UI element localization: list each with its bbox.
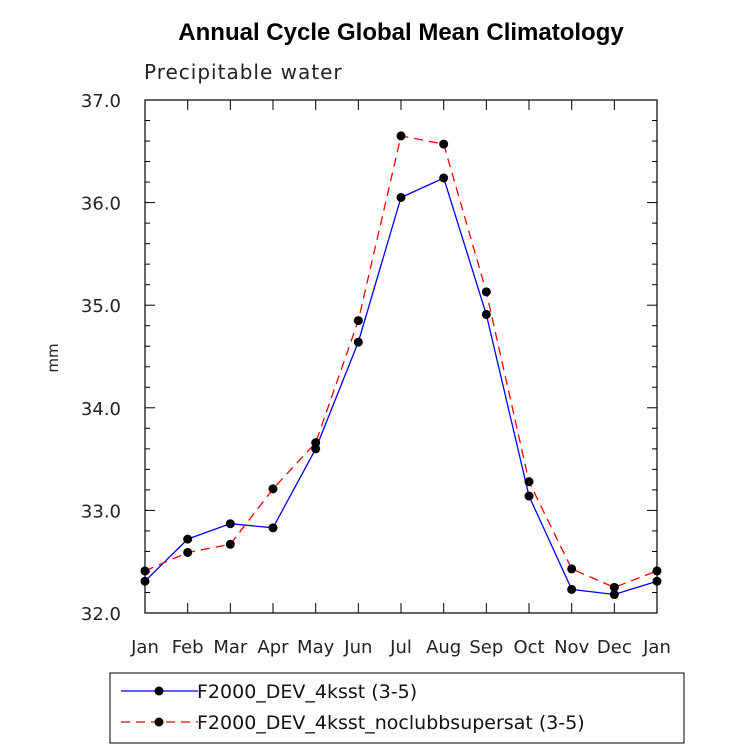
series-1-point — [524, 491, 534, 501]
y-tick-label: 33.0 — [81, 501, 121, 522]
series-2-point — [311, 438, 321, 448]
y-axis-ticks: 32.0 33.0 34.0 35.0 36.0 37.0 — [81, 91, 657, 625]
series-2-point — [225, 539, 235, 549]
x-tick-label: Jul — [389, 637, 412, 658]
x-tick-label: Mar — [213, 637, 248, 658]
series-1-point — [268, 523, 278, 533]
x-axis-ticks: Jan Feb Mar Apr May Jun Jul Aug Sep Oct Nov Dec Jan — [130, 100, 671, 658]
series-2-point — [652, 566, 662, 576]
series-2-point — [353, 316, 363, 326]
chart-subtitle: Precipitable water — [144, 60, 343, 84]
y-tick-label: 36.0 — [81, 194, 121, 215]
series-layer — [140, 131, 662, 600]
series-1-point — [183, 534, 193, 544]
series-1-point — [353, 337, 363, 347]
series-1-point — [225, 519, 235, 529]
legend-marker-series-1 — [154, 686, 164, 696]
series-2-point — [567, 564, 577, 574]
x-tick-label: Jun — [343, 637, 372, 658]
legend-marker-series-2 — [154, 717, 164, 727]
series-1-point — [140, 576, 150, 586]
series-1-point — [311, 444, 321, 454]
x-tick-label: Dec — [597, 637, 632, 658]
series-line-2 — [144, 135, 658, 589]
series-2-point — [140, 566, 150, 576]
series-1-point — [439, 173, 449, 183]
legend-label-series-2: F2000_DEV_4ksst_noclubbsupersat (3-5) — [197, 712, 585, 734]
legend: F2000_DEV_4ksst (3-5) F2000_DEV_4ksst_no… — [109, 672, 685, 744]
x-tick-label: Sep — [469, 637, 503, 658]
legend-box — [109, 672, 685, 744]
series-2-point — [481, 287, 491, 297]
series-2-point — [439, 139, 449, 149]
chart-title: Annual Cycle Global Mean Climatology — [178, 19, 624, 46]
series-2-point — [524, 477, 534, 487]
series-2-point — [609, 582, 619, 592]
series-1-point — [396, 192, 406, 202]
y-tick-label: 32.0 — [81, 604, 121, 625]
y-tick-label: 35.0 — [81, 296, 121, 317]
series-2-point — [396, 131, 406, 141]
y-tick-label: 37.0 — [81, 91, 121, 112]
series-2-point — [268, 484, 278, 494]
y-axis-label: mm — [44, 343, 62, 372]
series-2-point — [183, 547, 193, 557]
x-tick-label: Jan — [642, 637, 671, 658]
legend-label-series-1: F2000_DEV_4ksst (3-5) — [197, 681, 417, 703]
x-tick-label: May — [297, 637, 335, 658]
x-tick-label: Oct — [513, 637, 544, 658]
series-1-point — [481, 309, 491, 319]
series-1-point — [567, 584, 577, 594]
x-tick-label: Nov — [554, 637, 589, 658]
x-tick-label: Feb — [172, 637, 204, 658]
plot-frame — [144, 99, 658, 614]
series-1-point — [652, 576, 662, 586]
y-tick-label: 34.0 — [81, 399, 121, 420]
x-tick-label: Apr — [257, 637, 289, 658]
series-1-point — [609, 590, 619, 600]
x-tick-label: Aug — [426, 637, 461, 658]
x-tick-label: Jan — [130, 637, 159, 658]
series-line-1 — [144, 177, 658, 596]
